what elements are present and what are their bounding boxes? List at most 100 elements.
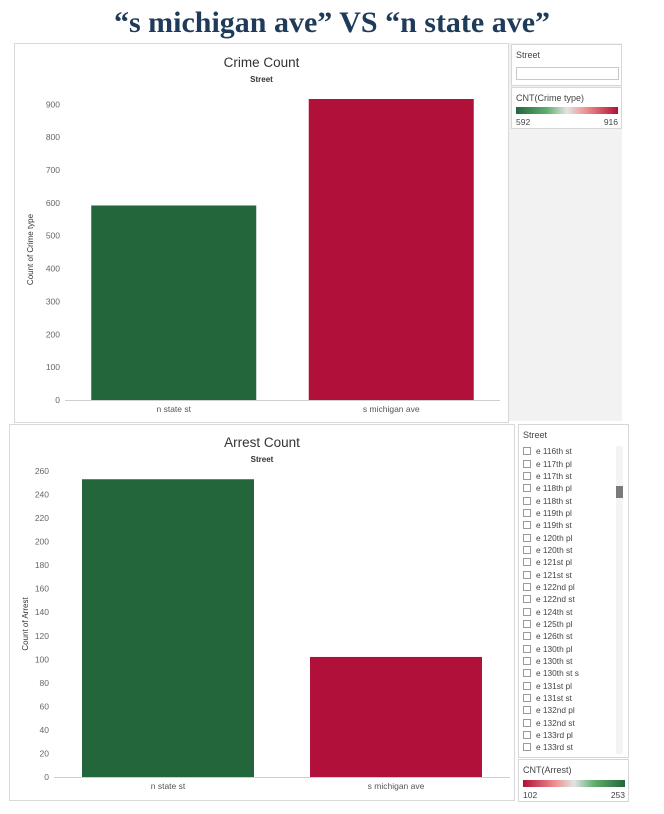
street-list-item[interactable]: e 132nd st xyxy=(523,717,613,729)
street-label: e 130th st s xyxy=(536,668,579,679)
street-list-item[interactable]: e 117th pl xyxy=(523,457,613,469)
street-list-title: Street xyxy=(523,430,548,440)
street-checkbox[interactable] xyxy=(523,681,531,690)
bar[interactable] xyxy=(82,479,254,777)
street-checkbox[interactable] xyxy=(523,508,531,517)
y-tick-label: 200 xyxy=(35,537,49,547)
street-checkbox[interactable] xyxy=(523,607,531,616)
street-checkbox[interactable] xyxy=(523,582,531,591)
street-checkbox[interactable] xyxy=(523,718,531,727)
street-list-item[interactable]: e 130th pl xyxy=(523,643,613,655)
y-tick-label: 160 xyxy=(35,584,49,594)
legend-max: 916 xyxy=(603,117,618,127)
street-checkbox[interactable] xyxy=(523,657,531,666)
y-tick-label: 180 xyxy=(35,560,49,570)
x-tick-label: s michigan ave xyxy=(363,404,420,414)
street-list: e 116th st e 117th pl e 117th st e 118th pl… xyxy=(523,445,613,755)
street-label: e 121st st xyxy=(536,569,572,580)
street-list-item[interactable]: e 133rd st xyxy=(523,741,613,753)
street-list-item[interactable]: e 130th st xyxy=(523,655,613,667)
street-list-item[interactable]: e 116th st xyxy=(523,445,613,457)
street-label: e 130th pl xyxy=(536,643,573,654)
street-label: e 133rd pl xyxy=(536,730,573,741)
crime-legend-title: CNT(Crime type) xyxy=(516,93,585,103)
street-label: e 130th st xyxy=(536,656,573,667)
street-list-item[interactable]: e 119th st xyxy=(523,519,613,531)
chart-title: Crime Count xyxy=(223,55,300,70)
y-tick-label: 40 xyxy=(40,725,50,735)
street-checkbox[interactable] xyxy=(523,471,531,480)
bar[interactable] xyxy=(310,656,482,777)
street-label: e 122nd pl xyxy=(536,581,575,592)
arrest-count-chart: Count of Arrest 0 20 40 60 80 100 120 140 160 180 2… xyxy=(21,466,510,791)
street-label: e 119th pl xyxy=(536,507,572,518)
y-tick-label: 220 xyxy=(35,513,49,523)
bar[interactable] xyxy=(308,99,474,400)
street-label: e 118th st xyxy=(536,495,572,506)
street-label: e 132nd pl xyxy=(536,705,575,716)
street-label: e 118th pl xyxy=(536,483,572,494)
street-list-item[interactable]: e 120th pl xyxy=(523,531,613,543)
chart-subtitle: Street xyxy=(250,75,273,84)
bar[interactable] xyxy=(91,205,257,400)
street-label: e 125th pl xyxy=(536,618,573,629)
y-tick-label: 80 xyxy=(40,678,50,688)
street-list-item[interactable]: e 120th st xyxy=(523,544,613,556)
y-tick-label: 100 xyxy=(46,362,60,372)
street-list-item[interactable]: e 122nd pl xyxy=(523,581,613,593)
page-title: “s michigan ave” VS “n state ave” xyxy=(113,6,551,39)
street-checkbox[interactable] xyxy=(523,669,531,678)
arrest-count-panel: Arrest Count Street Count of Arrest 0 20 40… xyxy=(9,424,515,801)
street-list-scrollbar[interactable] xyxy=(616,446,623,754)
crime-color-legend-bar xyxy=(516,107,618,114)
street-checkbox[interactable] xyxy=(523,521,531,530)
street-label: e 117th st xyxy=(536,470,572,481)
street-list-item[interactable]: e 121st st xyxy=(523,568,613,580)
street-checkbox[interactable] xyxy=(523,459,531,468)
street-checkbox[interactable] xyxy=(523,595,531,604)
street-list-item[interactable]: e 130th st s xyxy=(523,667,613,679)
street-checkbox[interactable] xyxy=(523,533,531,542)
y-tick-label: 20 xyxy=(40,748,50,758)
street-list-item[interactable]: e 126th st xyxy=(523,630,613,642)
street-checkbox[interactable] xyxy=(523,447,531,456)
arrest-legend-card: CNT(Arrest) 102 253 xyxy=(518,759,629,802)
x-tick-label: s michigan ave xyxy=(368,781,425,791)
y-axis-label: Count of Arrest xyxy=(21,597,30,651)
y-tick-label: 500 xyxy=(46,231,60,241)
street-checkbox[interactable] xyxy=(523,496,531,505)
street-checkbox[interactable] xyxy=(523,484,531,493)
street-list-item[interactable]: e 121st pl xyxy=(523,556,613,568)
y-axis-label: Count of Crime type xyxy=(26,213,35,285)
street-list-item[interactable]: e 131st st xyxy=(523,692,613,704)
street-checkbox[interactable] xyxy=(523,743,531,752)
street-checkbox[interactable] xyxy=(523,694,531,703)
street-filter-input[interactable] xyxy=(516,67,619,80)
street-list-item[interactable]: e 131st pl xyxy=(523,680,613,692)
street-label: e 133rd st xyxy=(536,742,573,753)
street-checkbox[interactable] xyxy=(523,644,531,653)
street-list-item[interactable]: e 125th pl xyxy=(523,618,613,630)
y-tick-label: 900 xyxy=(46,99,60,109)
street-checkbox[interactable] xyxy=(523,558,531,567)
street-checkbox[interactable] xyxy=(523,570,531,579)
street-list-item[interactable]: e 117th st xyxy=(523,470,613,482)
street-list-item[interactable]: e 124th st xyxy=(523,605,613,617)
chart-subtitle: Street xyxy=(250,455,274,464)
street-list-item[interactable]: e 122nd st xyxy=(523,593,613,605)
scrollbar-thumb[interactable] xyxy=(616,486,623,498)
street-checkbox[interactable] xyxy=(523,545,531,554)
street-list-item[interactable]: e 133rd pl xyxy=(523,729,613,741)
y-tick-label: 200 xyxy=(46,329,60,339)
street-checkbox[interactable] xyxy=(523,731,531,740)
street-list-item[interactable]: e 119th pl xyxy=(523,507,613,519)
street-list-item[interactable]: e 118th pl xyxy=(523,482,613,494)
street-checkbox[interactable] xyxy=(523,706,531,715)
street-list-item[interactable]: e 118th st xyxy=(523,494,613,506)
y-tick-label: 700 xyxy=(46,165,60,175)
street-checkbox[interactable] xyxy=(523,632,531,641)
crime-count-panel: Crime Count Street Count of Crime type 0 1… xyxy=(14,43,509,423)
street-checkbox[interactable] xyxy=(523,619,531,628)
y-tick-label: 0 xyxy=(44,772,49,782)
street-list-item[interactable]: e 132nd pl xyxy=(523,704,613,716)
